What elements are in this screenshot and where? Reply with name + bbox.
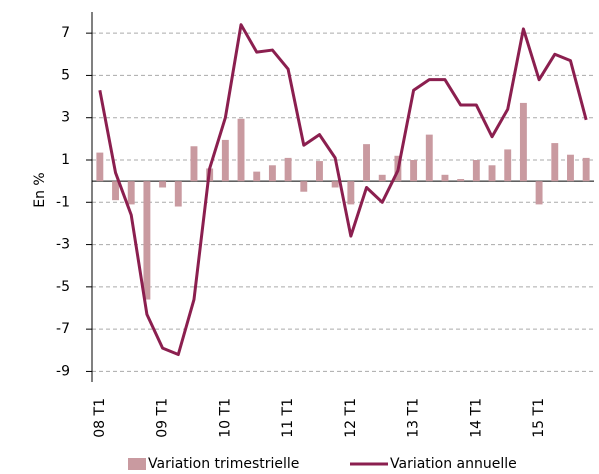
bar bbox=[535, 181, 543, 205]
x-tick-label: 10 T1 bbox=[217, 398, 233, 438]
bar bbox=[457, 179, 465, 182]
bar bbox=[519, 102, 527, 182]
bar bbox=[143, 181, 151, 300]
bar bbox=[363, 144, 370, 182]
x-tick-label: 12 T1 bbox=[343, 398, 359, 438]
bar bbox=[190, 146, 198, 182]
bar bbox=[112, 181, 119, 201]
y-tick-label: 1 bbox=[61, 152, 70, 168]
bar bbox=[472, 160, 480, 182]
bar bbox=[378, 174, 386, 182]
x-tick-label: 13 T1 bbox=[406, 398, 422, 438]
y-tick-label: -7 bbox=[56, 321, 70, 337]
y-tick-label: -5 bbox=[56, 279, 70, 295]
y-tick-label: -1 bbox=[56, 194, 70, 210]
bar bbox=[331, 181, 339, 188]
y-tick-label: -3 bbox=[56, 237, 70, 253]
bar bbox=[488, 165, 496, 182]
y-tick-label: 5 bbox=[61, 67, 70, 83]
bar bbox=[237, 118, 245, 182]
x-tick-label: 14 T1 bbox=[468, 398, 484, 438]
x-tick-label: 15 T1 bbox=[531, 398, 547, 438]
bar bbox=[582, 157, 590, 182]
bar bbox=[268, 165, 276, 182]
legend-swatch bbox=[128, 458, 146, 470]
bar bbox=[96, 152, 104, 182]
y-axis-label: En % bbox=[32, 172, 48, 207]
x-tick-label: 09 T1 bbox=[155, 398, 171, 438]
y-tick-label: -9 bbox=[56, 363, 70, 379]
bar bbox=[551, 143, 559, 182]
bar bbox=[284, 157, 292, 182]
bar bbox=[300, 181, 308, 192]
bar bbox=[425, 134, 433, 182]
bar bbox=[221, 139, 229, 182]
y-tick-label: 7 bbox=[61, 25, 70, 41]
bar bbox=[441, 174, 449, 182]
y-tick-label: 3 bbox=[61, 110, 70, 126]
bar bbox=[159, 181, 167, 188]
bar bbox=[567, 154, 574, 182]
bar bbox=[410, 160, 418, 182]
x-tick-label: 11 T1 bbox=[280, 398, 296, 438]
bar bbox=[174, 181, 182, 207]
line bbox=[98, 23, 588, 357]
bar bbox=[127, 181, 135, 205]
x-tick-label: 08 T1 bbox=[92, 398, 108, 438]
bar bbox=[316, 161, 323, 182]
legend-label: Variation annuelle bbox=[390, 456, 517, 472]
bar bbox=[253, 171, 261, 182]
legend-label: Variation trimestrielle bbox=[148, 456, 299, 472]
bar bbox=[504, 149, 512, 182]
bar bbox=[347, 181, 355, 205]
